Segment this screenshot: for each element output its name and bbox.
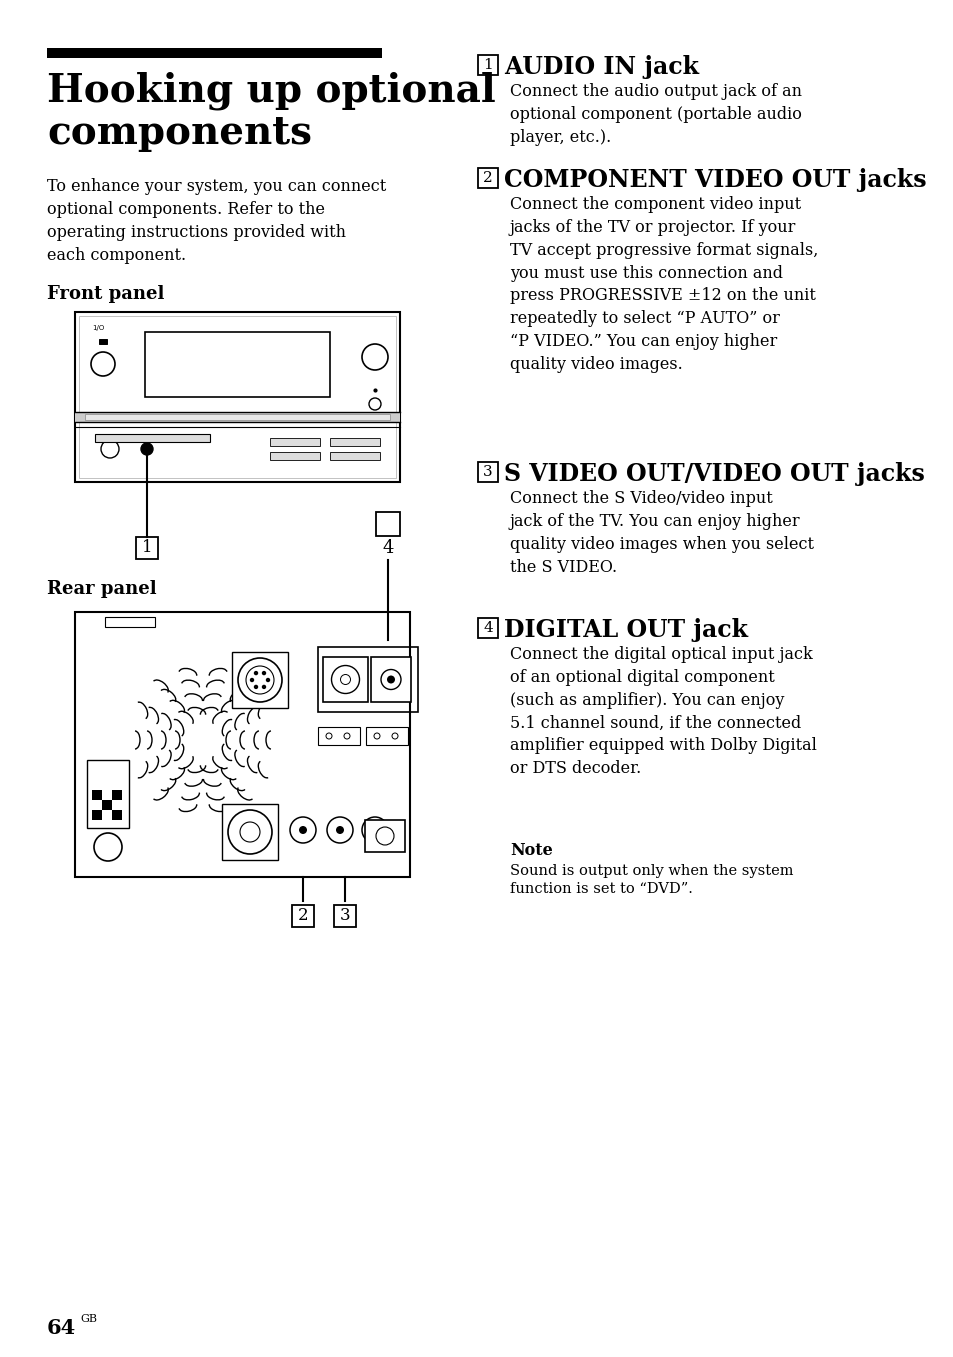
Bar: [87, 760, 129, 828]
Text: 64: 64: [47, 1318, 76, 1338]
Bar: [477, 461, 497, 482]
Circle shape: [327, 817, 353, 843]
Text: Rear panel: Rear panel: [47, 579, 156, 598]
Bar: [477, 168, 497, 189]
Circle shape: [387, 676, 395, 684]
Text: Connect the digital optical input jack
of an optional digital component
(such as: Connect the digital optical input jack o…: [510, 646, 816, 778]
Bar: [79, 316, 395, 478]
Text: 3: 3: [339, 908, 350, 924]
Text: Hooking up optional
components: Hooking up optional components: [47, 72, 496, 152]
Text: 2: 2: [482, 171, 493, 185]
Bar: [330, 452, 379, 460]
Circle shape: [251, 678, 253, 681]
Bar: [477, 56, 497, 75]
Bar: [85, 414, 390, 421]
Text: Connect the S Video/video input
jack of the TV. You can enjoy higher
quality vid: Connect the S Video/video input jack of …: [510, 490, 813, 575]
Text: 1/O: 1/O: [91, 324, 104, 331]
Circle shape: [262, 685, 265, 688]
Text: Front panel: Front panel: [47, 285, 164, 303]
Text: 4: 4: [482, 622, 493, 635]
Bar: [317, 727, 359, 745]
Circle shape: [262, 672, 265, 674]
Circle shape: [331, 665, 359, 693]
Circle shape: [141, 442, 152, 455]
Circle shape: [254, 685, 257, 688]
Bar: [136, 537, 158, 559]
Bar: [334, 905, 355, 927]
Circle shape: [344, 733, 350, 740]
Bar: [365, 820, 405, 852]
Bar: [145, 332, 330, 398]
Text: DIGITAL OUT jack: DIGITAL OUT jack: [503, 617, 747, 642]
Text: 1: 1: [482, 58, 493, 72]
Circle shape: [361, 817, 388, 843]
Text: GB: GB: [80, 1314, 97, 1324]
Circle shape: [254, 672, 257, 674]
Bar: [232, 651, 288, 708]
Bar: [91, 810, 102, 820]
Circle shape: [246, 666, 274, 693]
Text: S VIDEO OUT/VIDEO OUT jacks: S VIDEO OUT/VIDEO OUT jacks: [503, 461, 923, 486]
Bar: [366, 727, 408, 745]
Bar: [105, 617, 154, 627]
Bar: [95, 434, 210, 442]
Circle shape: [228, 810, 272, 854]
Circle shape: [298, 826, 307, 835]
Circle shape: [290, 817, 315, 843]
Text: 3: 3: [482, 465, 493, 479]
Bar: [323, 657, 368, 702]
Bar: [91, 790, 102, 801]
Circle shape: [392, 733, 397, 740]
Circle shape: [375, 826, 394, 845]
Bar: [75, 312, 399, 482]
Bar: [477, 617, 497, 638]
Circle shape: [101, 440, 119, 459]
Circle shape: [369, 398, 380, 410]
Circle shape: [380, 669, 400, 689]
Text: 1: 1: [142, 540, 152, 556]
Circle shape: [91, 351, 115, 376]
Circle shape: [340, 674, 350, 684]
Circle shape: [374, 733, 379, 740]
Bar: [270, 452, 319, 460]
Bar: [75, 413, 399, 422]
Text: To enhance your system, you can connect
optional components. Refer to the
operat: To enhance your system, you can connect …: [47, 178, 386, 263]
Bar: [317, 647, 417, 712]
Circle shape: [326, 733, 332, 740]
Text: Note: Note: [510, 841, 552, 859]
Circle shape: [361, 345, 388, 370]
Bar: [99, 339, 107, 345]
Bar: [375, 512, 399, 536]
Bar: [371, 657, 411, 702]
Text: 2: 2: [297, 908, 308, 924]
Bar: [112, 790, 122, 801]
Bar: [102, 801, 112, 810]
Text: 4: 4: [382, 539, 394, 556]
Bar: [75, 612, 410, 877]
Circle shape: [240, 822, 260, 841]
Circle shape: [266, 678, 269, 681]
Circle shape: [237, 658, 282, 702]
Text: AUDIO IN jack: AUDIO IN jack: [503, 56, 699, 79]
Text: COMPONENT VIDEO OUT jacks: COMPONENT VIDEO OUT jacks: [503, 168, 925, 191]
Circle shape: [94, 833, 122, 860]
Bar: [47, 47, 381, 58]
Bar: [112, 810, 122, 820]
Bar: [270, 438, 319, 446]
Bar: [330, 438, 379, 446]
Text: Connect the audio output jack of an
optional component (portable audio
player, e: Connect the audio output jack of an opti…: [510, 83, 801, 145]
Text: Sound is output only when the system
function is set to “DVD”.: Sound is output only when the system fun…: [510, 864, 793, 897]
Bar: [222, 803, 277, 860]
Circle shape: [371, 826, 378, 835]
Circle shape: [335, 826, 344, 835]
Bar: [292, 905, 314, 927]
Text: Connect the component video input
jacks of the TV or projector. If your
TV accep: Connect the component video input jacks …: [510, 195, 818, 373]
